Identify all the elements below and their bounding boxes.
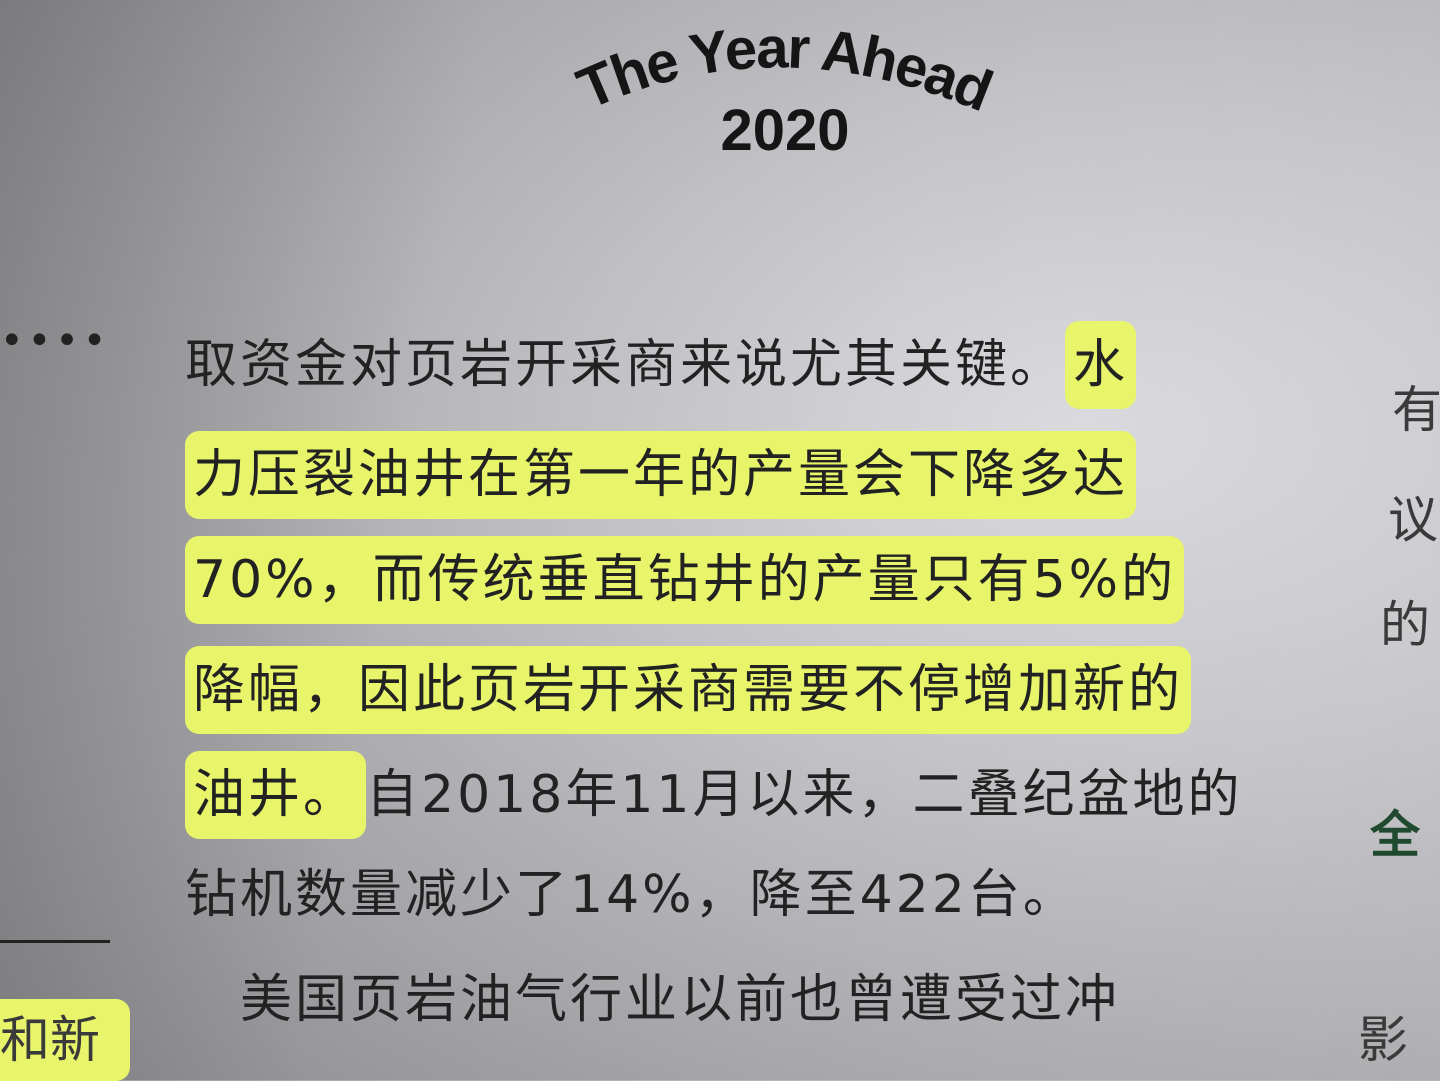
line-text: 自2018年11月以来，二叠纪盆地的 xyxy=(366,765,1243,825)
right-char-5: 影 xyxy=(1358,1011,1408,1069)
line-text: 取资金对页岩开采商来说尤其关键。 xyxy=(185,335,1066,395)
body-line-4: 降幅，因此页岩开采商需要不停增加新的 xyxy=(185,646,1192,734)
right-char-2: 议 xyxy=(1388,491,1438,549)
highlighted-text: 70%，而传统垂直钻井的产量只有5%的 xyxy=(185,536,1185,624)
highlighted-text: 油井。 xyxy=(185,751,367,839)
highlighted-text: 降幅，因此页岩开采商需要不停增加新的 xyxy=(185,646,1192,734)
body-line-1: 取资金对页岩开采商来说尤其关键。水 xyxy=(185,321,1137,409)
dot-leader: •••• xyxy=(0,318,111,364)
body-line-5: 油井。 自2018年11月以来，二叠纪盆地的 xyxy=(185,751,1243,839)
column-rule xyxy=(0,940,110,943)
highlighted-text: 水 xyxy=(1065,321,1137,409)
right-heading-fragment: 全 xyxy=(1370,806,1420,864)
right-char-3: 的 xyxy=(1380,596,1430,654)
left-fragment: 和新 xyxy=(0,999,130,1081)
body-line-3: 70%，而传统垂直钻井的产量只有5%的 xyxy=(185,536,1185,624)
highlighted-text: 力压裂油井在第一年的产量会下降多达 xyxy=(185,431,1137,519)
body-line-2: 力压裂油井在第一年的产量会下降多达 xyxy=(185,431,1137,519)
magazine-masthead: The Year Ahead 2020 xyxy=(568,20,1001,163)
body-line-7: 美国页岩油气行业以前也曾遭受过冲 xyxy=(185,965,1120,1035)
masthead-year: 2020 xyxy=(720,98,849,163)
right-char-1: 有 xyxy=(1392,381,1440,439)
body-line-6: 钻机数量减少了14%，降至422台。 xyxy=(185,860,1078,930)
line-text: 美国页岩油气行业以前也曾遭受过冲 xyxy=(185,970,1121,1030)
line-text: 钻机数量减少了14%，降至422台。 xyxy=(185,865,1078,925)
left-fragment-text: 和新 xyxy=(0,999,130,1081)
